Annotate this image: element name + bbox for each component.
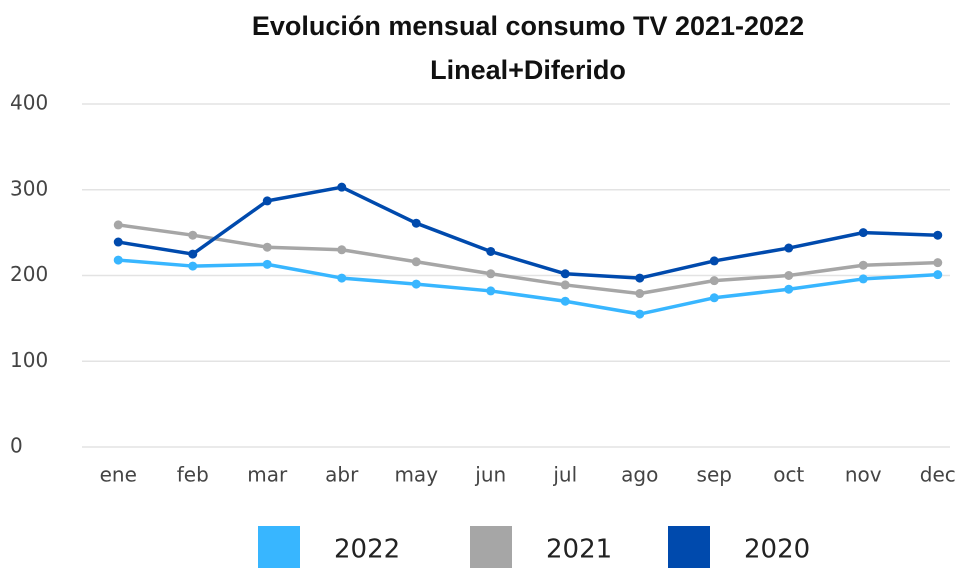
x-tick-label: nov (845, 463, 882, 487)
y-tick-label: 400 (10, 91, 48, 115)
point (709, 256, 719, 266)
point (560, 296, 570, 306)
point (486, 269, 496, 279)
x-tick-label: oct (773, 463, 804, 487)
point (784, 243, 794, 253)
point (337, 245, 347, 255)
point (411, 218, 421, 228)
point (635, 309, 645, 319)
point (933, 270, 943, 280)
point (560, 269, 570, 279)
point (188, 230, 198, 240)
point (486, 246, 496, 256)
x-tick-label: ene (100, 463, 137, 487)
y-tick-label: 300 (10, 176, 48, 200)
x-tick-label: sep (697, 463, 732, 487)
point (337, 273, 347, 283)
y-tick-label: 100 (10, 348, 48, 372)
legend-label: 2021 (546, 535, 612, 565)
point (858, 274, 868, 284)
x-tick-label: dec (920, 463, 956, 487)
point (784, 271, 794, 280)
point (933, 258, 943, 268)
y-tick-label: 200 (10, 262, 48, 286)
point (858, 260, 868, 270)
series-line (118, 223, 938, 296)
point (188, 261, 198, 271)
series-line (117, 185, 938, 280)
chart-subtitle: Lineal+Diferido (430, 55, 626, 85)
legend-swatch (668, 526, 710, 568)
x-tick-label: abr (325, 463, 359, 487)
series-line (118, 258, 938, 316)
point (262, 242, 272, 252)
x-tick-label: jun (474, 463, 506, 487)
legend-label: 2022 (334, 535, 400, 565)
point (113, 255, 123, 265)
point (411, 257, 421, 267)
point (486, 286, 496, 296)
x-tick-label: ago (621, 463, 658, 487)
legend-swatch (258, 526, 300, 568)
point (560, 280, 570, 290)
point (411, 279, 421, 289)
legend-label: 2020 (744, 535, 810, 565)
legend-swatch (470, 526, 512, 568)
point (709, 276, 719, 286)
point (113, 237, 123, 247)
chart-title: Evolución mensual consumo TV 2021-2022 (252, 11, 804, 41)
point (933, 230, 943, 240)
x-tick-label: mar (247, 463, 288, 487)
x-tick-label: may (394, 463, 438, 487)
point (635, 273, 645, 283)
point (113, 220, 123, 230)
y-tick-label: 0 (10, 434, 23, 458)
point (635, 289, 645, 299)
point (262, 259, 272, 269)
point (337, 182, 347, 192)
x-tick-label: jul (552, 463, 577, 487)
x-tick-label: feb (177, 463, 209, 487)
point (858, 228, 868, 238)
point (784, 284, 794, 294)
point (262, 196, 272, 206)
point (709, 293, 719, 303)
point (188, 249, 198, 259)
